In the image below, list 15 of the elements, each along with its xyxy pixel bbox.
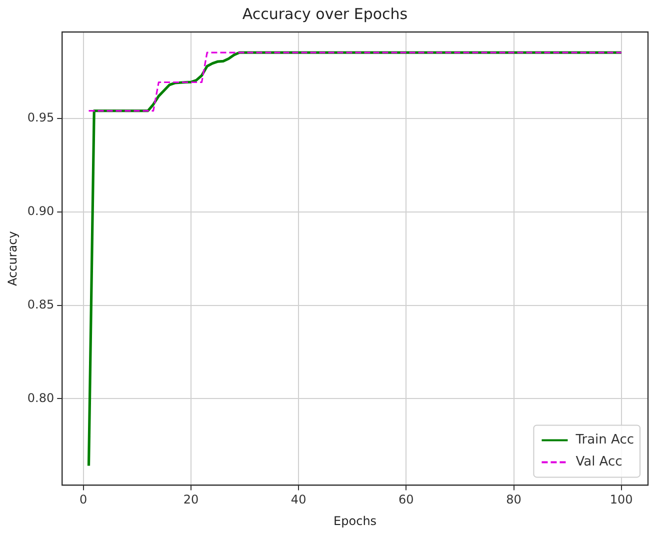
x-tick-label: 80 xyxy=(506,492,522,507)
y-tick-label: 0.80 xyxy=(27,390,54,405)
x-axis-title: Epochs xyxy=(334,514,377,528)
x-tick-label: 100 xyxy=(610,492,633,507)
legend-label: Train Acc xyxy=(574,432,634,448)
y-tick-label: 0.90 xyxy=(27,204,54,218)
x-tick-label: 40 xyxy=(290,492,306,507)
x-tick-label: 0 xyxy=(80,492,88,507)
chart-title: Accuracy over Epochs xyxy=(242,4,408,23)
legend-label: Val Acc xyxy=(576,454,622,470)
y-tick-label: 0.95 xyxy=(27,110,54,125)
x-tick-label: 20 xyxy=(183,492,199,507)
y-tick-label: 0.85 xyxy=(27,297,54,312)
y-axis-title: Accuracy xyxy=(5,231,20,286)
x-tick-label: 60 xyxy=(398,492,414,507)
